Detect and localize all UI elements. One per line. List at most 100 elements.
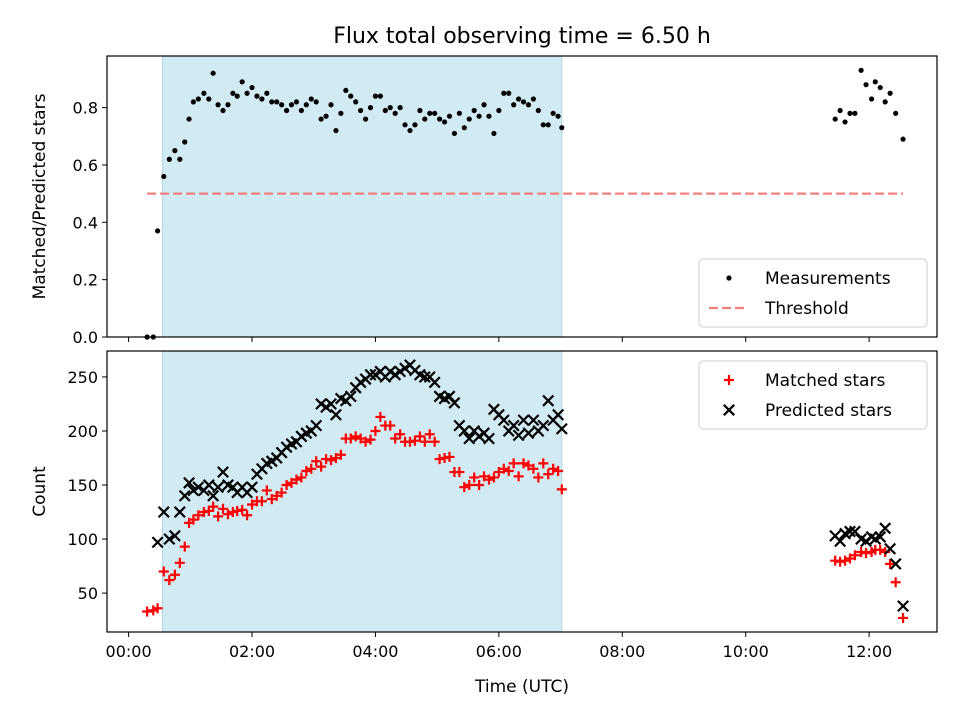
data-point bbox=[464, 480, 475, 491]
data-point bbox=[364, 368, 377, 381]
legend: Matched stars Predicted stars bbox=[698, 360, 928, 430]
data-point bbox=[517, 414, 530, 427]
legend-label: Predicted stars bbox=[765, 401, 892, 421]
y-tick-label: 50 bbox=[78, 584, 98, 603]
data-point bbox=[458, 424, 471, 437]
data-point bbox=[885, 558, 896, 569]
data-point bbox=[471, 107, 477, 114]
data-point bbox=[291, 474, 302, 485]
legend-box bbox=[698, 360, 928, 430]
data-point bbox=[424, 429, 435, 440]
data-point bbox=[261, 485, 272, 496]
data-point bbox=[537, 419, 550, 432]
data-point bbox=[486, 113, 492, 119]
data-point bbox=[225, 102, 231, 108]
data-point bbox=[518, 458, 529, 469]
data-point bbox=[900, 136, 906, 142]
data-point bbox=[723, 404, 735, 416]
data-point bbox=[313, 99, 319, 105]
data-point bbox=[535, 107, 541, 114]
x-tick-label: 00:00 bbox=[106, 642, 152, 661]
data-point bbox=[441, 119, 448, 125]
data-point bbox=[847, 110, 853, 116]
data-point bbox=[874, 530, 887, 543]
data-point bbox=[545, 122, 551, 128]
data-point bbox=[461, 125, 467, 131]
data-point bbox=[837, 107, 843, 114]
data-point bbox=[152, 603, 163, 614]
data-point bbox=[163, 533, 176, 546]
data-point bbox=[540, 122, 546, 128]
x-tick-label: 12:00 bbox=[846, 642, 892, 661]
y-tick-label: 250 bbox=[67, 368, 98, 387]
y-tick-label: 0.8 bbox=[73, 99, 98, 118]
data-point bbox=[463, 432, 476, 445]
data-point bbox=[474, 480, 485, 491]
data-point bbox=[849, 550, 860, 561]
data-point bbox=[887, 90, 893, 96]
data-point bbox=[555, 422, 568, 435]
data-point bbox=[259, 96, 265, 102]
data-point bbox=[428, 376, 441, 389]
data-point bbox=[417, 107, 423, 114]
data-point bbox=[507, 419, 520, 432]
ratio-panel: 0.0 0.2 0.4 0.6 0.8 Matched/Predicted stars Me… bbox=[30, 55, 938, 347]
data-point bbox=[249, 84, 255, 91]
data-point bbox=[217, 466, 229, 479]
data-point bbox=[242, 510, 253, 521]
data-point bbox=[161, 173, 167, 180]
y-tick-label: 0.4 bbox=[73, 213, 98, 232]
data-point bbox=[498, 463, 509, 474]
observing-span bbox=[162, 55, 563, 338]
data-point bbox=[254, 93, 260, 99]
data-point bbox=[407, 127, 413, 134]
data-point bbox=[276, 487, 287, 498]
data-point bbox=[454, 467, 465, 478]
data-point bbox=[208, 501, 219, 512]
data-point bbox=[206, 96, 212, 102]
data-point bbox=[422, 116, 428, 122]
data-point bbox=[296, 472, 307, 483]
plot-frame bbox=[106, 55, 938, 338]
data-point bbox=[429, 436, 440, 447]
data-point bbox=[365, 434, 376, 445]
data-point bbox=[151, 536, 164, 549]
data-point bbox=[469, 472, 480, 483]
data-point bbox=[372, 93, 379, 99]
data-point bbox=[882, 99, 888, 105]
data-point bbox=[488, 472, 499, 483]
x-tick-label: 06:00 bbox=[476, 642, 522, 661]
data-point bbox=[279, 102, 285, 108]
legend-box bbox=[698, 258, 928, 328]
data-point bbox=[158, 566, 169, 577]
data-point bbox=[520, 99, 527, 105]
data-point bbox=[301, 465, 312, 476]
data-point bbox=[177, 156, 183, 162]
data-point bbox=[525, 102, 532, 108]
data-point bbox=[166, 156, 172, 162]
data-point bbox=[318, 116, 324, 122]
data-point bbox=[367, 105, 374, 111]
data-point bbox=[872, 79, 878, 85]
data-point bbox=[875, 544, 886, 555]
data-point bbox=[527, 414, 540, 427]
data-point bbox=[239, 79, 245, 85]
series-predicted-stars bbox=[151, 359, 910, 613]
data-point bbox=[414, 431, 425, 442]
data-point bbox=[889, 557, 902, 570]
data-point bbox=[328, 102, 334, 108]
data-point bbox=[335, 449, 346, 460]
y-tick-label: 0.0 bbox=[73, 328, 98, 347]
data-point bbox=[528, 463, 539, 474]
data-point bbox=[842, 119, 848, 125]
data-point bbox=[155, 228, 161, 234]
data-point bbox=[726, 275, 732, 281]
data-point bbox=[427, 110, 433, 116]
data-point bbox=[244, 90, 250, 96]
y-tick-label: 200 bbox=[67, 422, 98, 441]
data-point bbox=[348, 93, 354, 99]
data-point bbox=[432, 110, 438, 116]
data-point bbox=[476, 113, 482, 119]
data-point bbox=[893, 110, 899, 116]
data-point bbox=[325, 397, 337, 410]
